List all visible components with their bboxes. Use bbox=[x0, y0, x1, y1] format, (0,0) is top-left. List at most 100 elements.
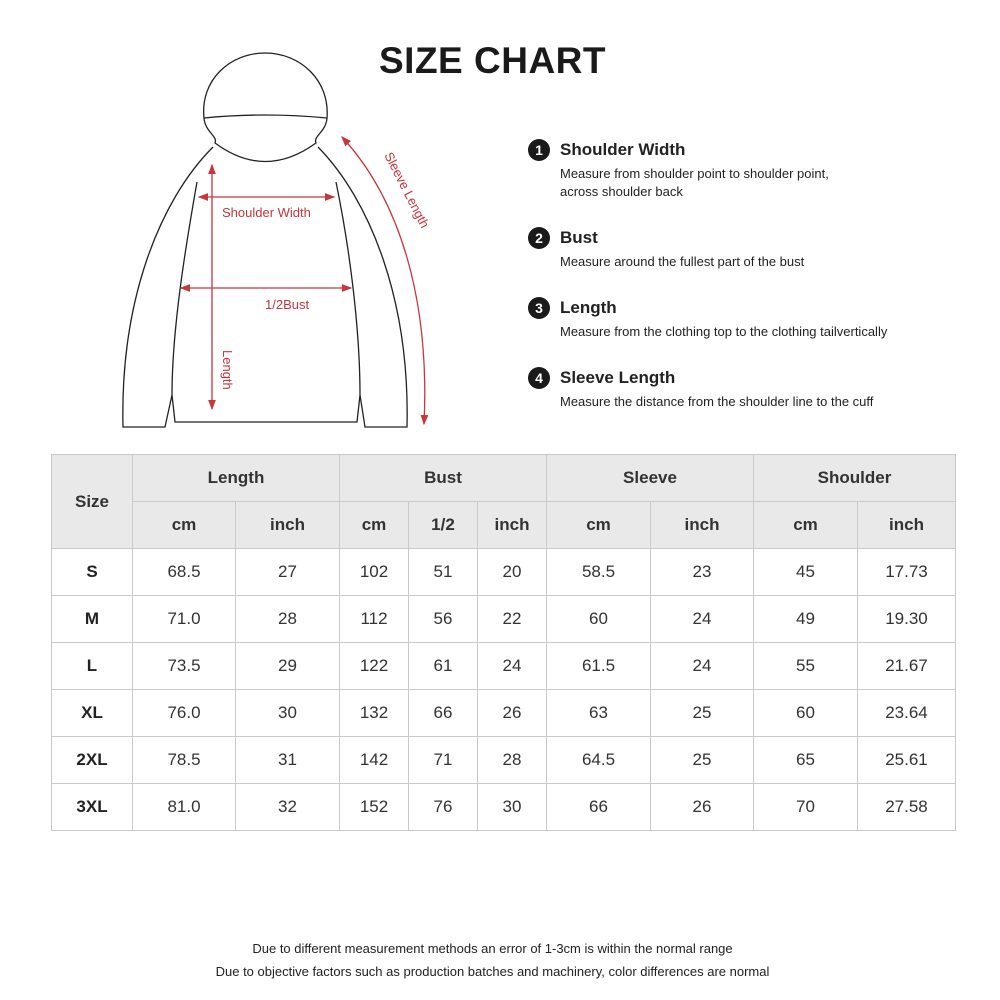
table-row: L 73.5 29 122 61 24 61.5 24 55 21.67 bbox=[51, 642, 956, 690]
value-cell: 70 bbox=[753, 783, 858, 831]
value-cell: 64.5 bbox=[546, 736, 651, 784]
value-cell: 22 bbox=[477, 595, 547, 643]
value-cell: 76.0 bbox=[132, 689, 236, 737]
unit-header: inch bbox=[857, 501, 956, 549]
footer-note: Due to objective factors such as product… bbox=[215, 964, 770, 979]
size-table: Size Length Bust Sleeve Shoulder cm inch c… bbox=[51, 454, 956, 831]
value-cell: 61 bbox=[408, 642, 478, 690]
size-cell: M bbox=[51, 595, 133, 643]
table-row: 3XL 81.0 32 152 76 30 66 26 70 27.58 bbox=[51, 783, 956, 831]
value-cell: 49 bbox=[753, 595, 858, 643]
value-cell: 31 bbox=[235, 736, 340, 784]
unit-header-row: cm inch cm 1/2 inch cm inch cm inch bbox=[52, 501, 956, 549]
measurement-description: Measure the distance from the shoulder l… bbox=[560, 394, 874, 409]
measurement-description: Measure from the clothing top to the clo… bbox=[560, 324, 888, 339]
value-cell: 24 bbox=[650, 642, 754, 690]
value-cell: 25 bbox=[650, 736, 754, 784]
value-cell: 152 bbox=[339, 783, 409, 831]
group-header: Length bbox=[132, 454, 340, 502]
hoodie-diagram: Shoulder Width 1/2Bust Length Sleeve Len… bbox=[122, 52, 432, 428]
value-cell: 25.61 bbox=[857, 736, 956, 784]
value-cell: 20 bbox=[477, 548, 547, 596]
value-cell: 71.0 bbox=[132, 595, 236, 643]
group-header-row: Size Length Bust Sleeve Shoulder bbox=[51, 454, 956, 549]
value-cell: 63 bbox=[546, 689, 651, 737]
number-badge: 3 bbox=[528, 297, 550, 319]
measurement-title: Length bbox=[560, 298, 617, 317]
bust-label: 1/2Bust bbox=[265, 297, 309, 312]
length-label: Length bbox=[220, 350, 235, 390]
sleeve-arrow bbox=[341, 136, 429, 426]
unit-header: 1/2 bbox=[408, 501, 478, 549]
sleeve-label: Sleeve Length bbox=[381, 150, 432, 231]
value-cell: 29 bbox=[235, 642, 340, 690]
number-badge: 1 bbox=[528, 139, 550, 161]
size-cell: L bbox=[51, 642, 133, 690]
size-cell: 3XL bbox=[51, 783, 133, 831]
footer-note: Due to different measurement methods an … bbox=[252, 941, 733, 956]
value-cell: 30 bbox=[477, 783, 547, 831]
table-row: S 68.5 27 102 51 20 58.5 23 45 17.73 bbox=[51, 548, 956, 596]
value-cell: 26 bbox=[477, 689, 547, 737]
value-cell: 142 bbox=[339, 736, 409, 784]
unit-header: inch bbox=[477, 501, 547, 549]
value-cell: 76 bbox=[408, 783, 478, 831]
value-cell: 61.5 bbox=[546, 642, 651, 690]
value-cell: 24 bbox=[650, 595, 754, 643]
value-cell: 122 bbox=[339, 642, 409, 690]
value-cell: 28 bbox=[235, 595, 340, 643]
group-header: Sleeve bbox=[546, 454, 754, 502]
table-row: M 71.0 28 112 56 22 60 24 49 19.30 bbox=[51, 595, 956, 643]
value-cell: 28 bbox=[477, 736, 547, 784]
value-cell: 51 bbox=[408, 548, 478, 596]
unit-header: inch bbox=[650, 501, 754, 549]
unit-header: inch bbox=[235, 501, 340, 549]
value-cell: 27 bbox=[235, 548, 340, 596]
value-cell: 17.73 bbox=[857, 548, 956, 596]
hoodie-outline bbox=[122, 52, 408, 428]
measurement-title: Shoulder Width bbox=[560, 140, 686, 159]
size-cell: 2XL bbox=[51, 736, 133, 784]
value-cell: 68.5 bbox=[132, 548, 236, 596]
value-cell: 30 bbox=[235, 689, 340, 737]
value-cell: 78.5 bbox=[132, 736, 236, 784]
value-cell: 23.64 bbox=[857, 689, 956, 737]
unit-header: cm bbox=[546, 501, 651, 549]
value-cell: 73.5 bbox=[132, 642, 236, 690]
size-cell: S bbox=[51, 548, 133, 596]
measurement-title: Sleeve Length bbox=[560, 368, 676, 387]
value-cell: 45 bbox=[753, 548, 858, 596]
measurement-title: Bust bbox=[560, 228, 598, 247]
shoulder-label: Shoulder Width bbox=[222, 205, 311, 220]
group-header: Shoulder bbox=[753, 454, 956, 502]
value-cell: 60 bbox=[753, 689, 858, 737]
value-cell: 56 bbox=[408, 595, 478, 643]
value-cell: 66 bbox=[546, 783, 651, 831]
value-cell: 23 bbox=[650, 548, 754, 596]
value-cell: 21.67 bbox=[857, 642, 956, 690]
value-cell: 27.58 bbox=[857, 783, 956, 831]
value-cell: 26 bbox=[650, 783, 754, 831]
measurement-description: Measure from shoulder point to shoulder … bbox=[560, 166, 829, 199]
number-badge: 2 bbox=[528, 227, 550, 249]
measurement-description: Measure around the fullest part of the b… bbox=[560, 254, 805, 269]
page-title: SIZE CHART bbox=[379, 40, 606, 81]
number-badge: 4 bbox=[528, 367, 550, 389]
table-row: 2XL 78.5 31 142 71 28 64.5 25 65 25.61 bbox=[51, 736, 956, 784]
unit-header: cm bbox=[339, 501, 409, 549]
value-cell: 25 bbox=[650, 689, 754, 737]
value-cell: 81.0 bbox=[132, 783, 236, 831]
unit-header: cm bbox=[132, 501, 236, 549]
value-cell: 24 bbox=[477, 642, 547, 690]
value-cell: 60 bbox=[546, 595, 651, 643]
value-cell: 132 bbox=[339, 689, 409, 737]
value-cell: 58.5 bbox=[546, 548, 651, 596]
table-row: XL 76.0 30 132 66 26 63 25 60 23.64 bbox=[51, 689, 956, 737]
group-header: Bust bbox=[339, 454, 547, 502]
value-cell: 102 bbox=[339, 548, 409, 596]
value-cell: 19.30 bbox=[857, 595, 956, 643]
value-cell: 71 bbox=[408, 736, 478, 784]
value-cell: 66 bbox=[408, 689, 478, 737]
value-cell: 55 bbox=[753, 642, 858, 690]
size-header: Size bbox=[51, 454, 133, 549]
